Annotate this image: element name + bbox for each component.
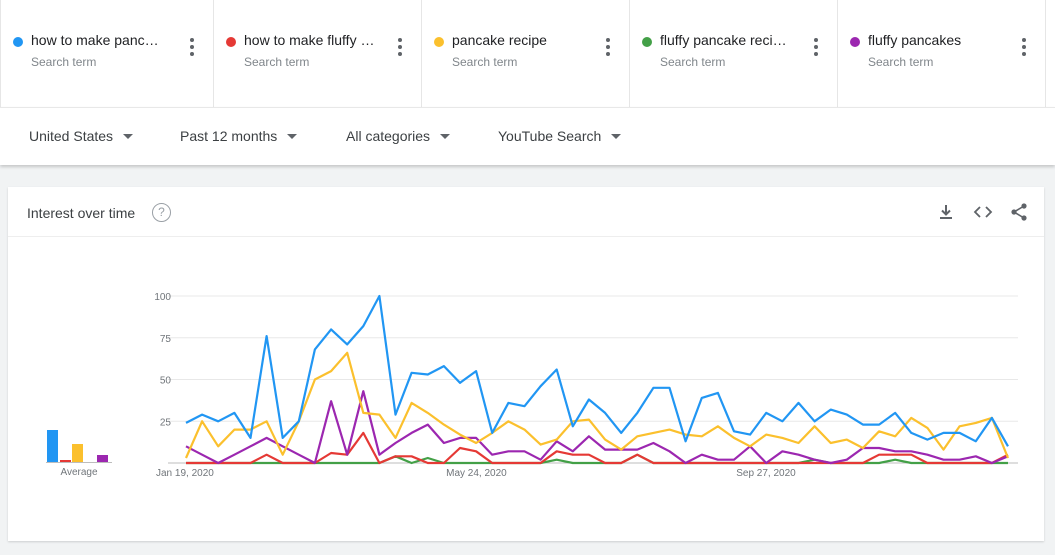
more-vert-icon[interactable] [813,38,819,56]
search-term-5[interactable]: fluffy pancakes Search term [838,0,1046,107]
search-term-type: Search term [660,55,726,69]
average-bar-3 [72,444,83,462]
series-line-4 [186,453,1008,465]
category-label: All categories [346,128,431,144]
caret-down-icon [123,133,134,139]
help-icon[interactable]: ? [152,203,171,222]
y-tick-label: 50 [160,376,172,387]
y-tick-label: 100 [154,292,171,303]
caret-down-icon [440,133,451,139]
search-term-type: Search term [452,55,518,69]
caret-down-icon [611,133,622,139]
y-tick-label: 75 [160,334,172,345]
search-term-type: Search term [244,55,310,69]
series-color-dot [850,37,860,47]
series-line-2 [186,431,1009,465]
search-term-type: Search term [31,55,97,69]
average-bar-2 [59,460,71,462]
x-tick-label: Sep 27, 2020 [736,468,796,479]
more-vert-icon[interactable] [1021,38,1027,56]
series-color-dot [642,37,652,47]
interest-over-time-card: Interest over time ? Average 25 50 75 100 Ja… [8,187,1044,541]
caret-down-icon [287,133,298,139]
average-bar-5 [97,454,108,462]
interest-line-chart: 25 50 75 100 Jan 19, 2020 May 24, 2020 Sep 27,… [154,292,1018,479]
series-color-dot [13,37,23,47]
series-line-5 [185,390,1009,465]
share-icon[interactable] [1009,202,1029,222]
x-tick-label: May 24, 2020 [446,468,507,479]
search-term-name[interactable]: pancake recipe [452,32,547,48]
series-line-1 [185,294,1009,447]
series-color-dot [434,37,444,47]
download-icon[interactable] [936,202,956,222]
category-dropdown[interactable]: All categories [346,128,451,144]
filter-bar: United States Past 12 months All categor… [0,107,1055,165]
x-tick-label: Jan 19, 2020 [156,468,214,479]
search-term-4[interactable]: fluffy pancake reci… Search term [630,0,838,107]
card-title: Interest over time [27,205,136,221]
average-label: Average [60,467,98,478]
search-term-name[interactable]: fluffy pancake reci… [660,32,787,48]
more-vert-icon[interactable] [189,38,195,56]
series-color-dot [226,37,236,47]
search-term-name[interactable]: how to make panc… [31,32,159,48]
time-range-label: Past 12 months [180,128,278,144]
search-term-2[interactable]: how to make fluffy … Search term [214,0,422,107]
y-tick-label: 25 [160,417,172,428]
card-header: Interest over time ? [8,187,1044,237]
search-term-name[interactable]: fluffy pancakes [868,32,962,48]
more-vert-icon[interactable] [605,38,611,56]
search-term-name[interactable]: how to make fluffy … [244,32,375,48]
search-terms-bar: how to make panc… Search term how to mak… [0,0,1055,107]
time-range-dropdown[interactable]: Past 12 months [180,128,298,144]
search-term-type: Search term [868,55,934,69]
average-baseline [46,462,112,463]
embed-icon[interactable] [973,202,993,222]
series-line-3 [184,351,1010,459]
search-property-label: YouTube Search [498,128,602,144]
region-label: United States [29,128,114,144]
search-term-3[interactable]: pancake recipe Search term [422,0,630,107]
average-bar-1 [47,429,58,462]
more-vert-icon[interactable] [397,38,403,56]
search-property-dropdown[interactable]: YouTube Search [498,128,622,144]
region-dropdown[interactable]: United States [29,128,134,144]
search-term-1[interactable]: how to make panc… Search term [0,0,214,107]
